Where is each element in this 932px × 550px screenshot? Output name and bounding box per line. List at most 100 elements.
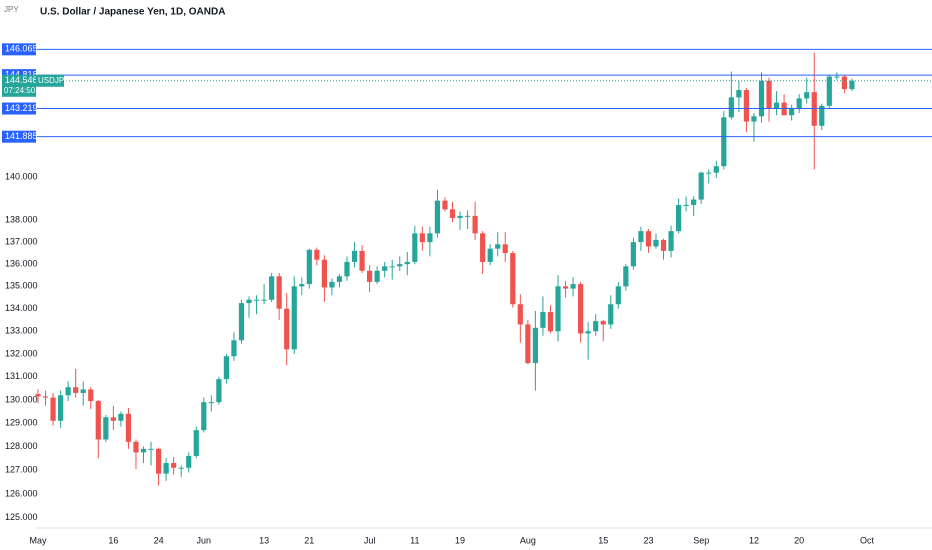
candle-body — [155, 448, 162, 474]
candle-body — [186, 455, 192, 468]
y-tick-label: 136.000 — [5, 259, 38, 269]
candle-body — [110, 417, 116, 421]
candle-body — [246, 299, 252, 304]
candle-body — [464, 215, 471, 217]
candle-body — [253, 299, 260, 301]
candle-body — [517, 304, 523, 325]
candle-body — [80, 389, 86, 393]
candle-body — [849, 80, 855, 90]
candle-body — [698, 172, 704, 200]
candle-body — [35, 394, 41, 397]
symbol-box — [36, 74, 64, 87]
last-price-label: 144.546 — [5, 75, 38, 85]
candle-body — [758, 80, 765, 117]
chart-title: U.S. Dollar / Japanese Yen, 1D, OANDA — [40, 7, 225, 18]
x-tick-label: 19 — [455, 535, 465, 545]
candle-body — [419, 233, 425, 243]
candle-body — [502, 244, 508, 254]
candle-body — [367, 270, 373, 282]
candle-body — [73, 387, 79, 393]
candle-body — [826, 76, 832, 106]
y-tick-label: 137.000 — [5, 236, 38, 246]
x-tick-label: Sep — [693, 535, 709, 545]
candle-body — [472, 215, 478, 234]
price-label-box — [2, 43, 36, 56]
x-tick-label: Aug — [520, 535, 536, 545]
candle-body — [585, 331, 591, 334]
candle-body — [743, 90, 750, 122]
candle-body — [163, 463, 169, 474]
countdown: 07:24:50 — [4, 86, 36, 95]
x-tick-label: 21 — [304, 535, 314, 545]
candle-body — [495, 244, 501, 249]
y-tick-label: 126.000 — [5, 488, 38, 498]
candle-body — [427, 233, 433, 243]
candle-body — [201, 402, 207, 431]
candle-body — [299, 284, 305, 287]
candle-body — [231, 340, 237, 357]
candle-body — [404, 261, 410, 265]
candle-body — [442, 200, 448, 210]
candle-body — [706, 172, 712, 174]
x-tick-label: Jul — [364, 535, 376, 545]
candle-body — [238, 303, 245, 341]
candle-body — [562, 286, 569, 289]
price-label-box — [2, 102, 36, 115]
candle-body — [540, 312, 546, 328]
candle-body — [578, 284, 584, 334]
candle-body — [42, 396, 49, 398]
candle-body — [819, 105, 825, 126]
candle-body — [178, 467, 184, 469]
candle-body — [434, 200, 441, 234]
candle-body — [449, 209, 456, 219]
x-tick-label: May — [29, 535, 47, 545]
candle-body — [796, 98, 802, 109]
candle-body — [645, 231, 652, 247]
candle-body — [766, 80, 772, 109]
candle-body — [208, 402, 214, 404]
price-label: 141.885 — [5, 131, 38, 141]
candle-body — [88, 389, 94, 402]
candle-body — [329, 281, 335, 288]
candle-body — [600, 321, 606, 325]
candle-body — [834, 76, 840, 78]
x-tick-label: 24 — [154, 535, 164, 545]
x-tick-label: 12 — [749, 535, 759, 545]
y-tick-label: 129.000 — [5, 417, 38, 427]
x-tick-label: 23 — [643, 535, 653, 545]
candle-body — [148, 448, 154, 450]
x-tick-label: 16 — [108, 535, 118, 545]
candle-body — [269, 276, 275, 300]
y-axis-label: JPY — [4, 5, 19, 14]
candle-body — [306, 249, 312, 285]
price-label-box — [2, 130, 36, 143]
candle-body — [58, 395, 64, 421]
y-tick-label: 135.000 — [5, 281, 38, 291]
candle-body — [412, 233, 418, 262]
candle-body — [804, 92, 810, 99]
candle-body — [525, 324, 531, 364]
candle-body — [630, 242, 636, 267]
x-tick-label: 13 — [259, 535, 269, 545]
candle-body — [382, 266, 388, 271]
candle-body — [570, 284, 576, 289]
candle-body — [336, 276, 343, 282]
candle-body — [487, 248, 493, 262]
price-label: 143.219 — [5, 103, 38, 113]
candle-body — [555, 286, 561, 332]
candle-body — [261, 299, 267, 301]
candle-body — [736, 90, 742, 98]
y-tick-label: 130.000 — [5, 394, 38, 404]
candle-body — [751, 116, 757, 122]
candle-body — [103, 417, 109, 440]
candle-body — [291, 286, 297, 350]
candle-body — [359, 250, 365, 271]
candle-body — [389, 266, 395, 268]
x-tick-label: 11 — [410, 535, 419, 545]
candle-body — [653, 239, 659, 247]
candle-body — [593, 321, 599, 332]
candle-body — [683, 204, 689, 206]
y-tick-label: 125.000 — [5, 512, 38, 522]
